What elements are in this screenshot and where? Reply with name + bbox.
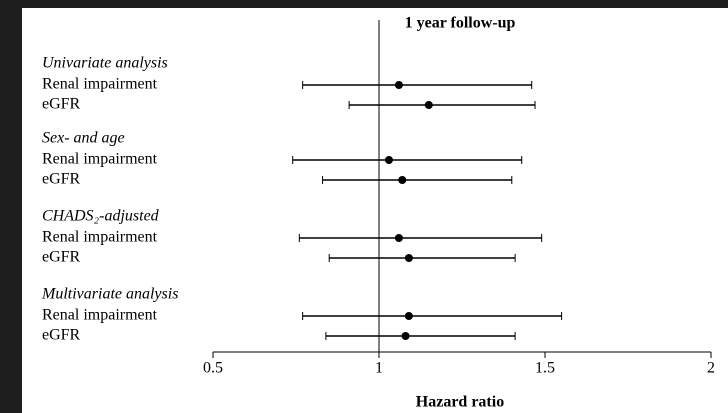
row-label: eGFR — [42, 171, 81, 188]
estimate-point — [384, 156, 393, 164]
x-tick-label: 0.5 — [203, 360, 223, 377]
estimate-point — [424, 101, 433, 109]
panel — [22, 8, 728, 413]
estimate-point — [404, 254, 413, 262]
estimate-point — [394, 234, 403, 242]
estimate-point — [398, 176, 407, 184]
row-label: Renal impairment — [42, 76, 158, 93]
x-tick-label: 1.5 — [535, 360, 555, 377]
group-header: Multivariate analysis — [41, 286, 178, 303]
row-label: eGFR — [42, 249, 81, 266]
row-label: eGFR — [42, 96, 81, 113]
group-header: CHADS₂-adjusted — [42, 208, 160, 225]
x-axis-label: Hazard ratio — [416, 394, 504, 411]
x-tick-label: 2 — [707, 360, 715, 377]
row-label: Renal impairment — [42, 229, 158, 246]
group-header: Sex- and age — [42, 130, 125, 147]
row-label: eGFR — [42, 327, 81, 344]
row-label: Renal impairment — [42, 151, 158, 168]
chart-title: 1 year follow-up — [405, 15, 516, 32]
x-tick-label: 1 — [375, 360, 383, 377]
estimate-point — [401, 332, 410, 340]
estimate-point — [394, 81, 403, 89]
group-header: Univariate analysis — [42, 55, 168, 72]
row-label: Renal impairment — [42, 307, 158, 324]
estimate-point — [404, 312, 413, 320]
